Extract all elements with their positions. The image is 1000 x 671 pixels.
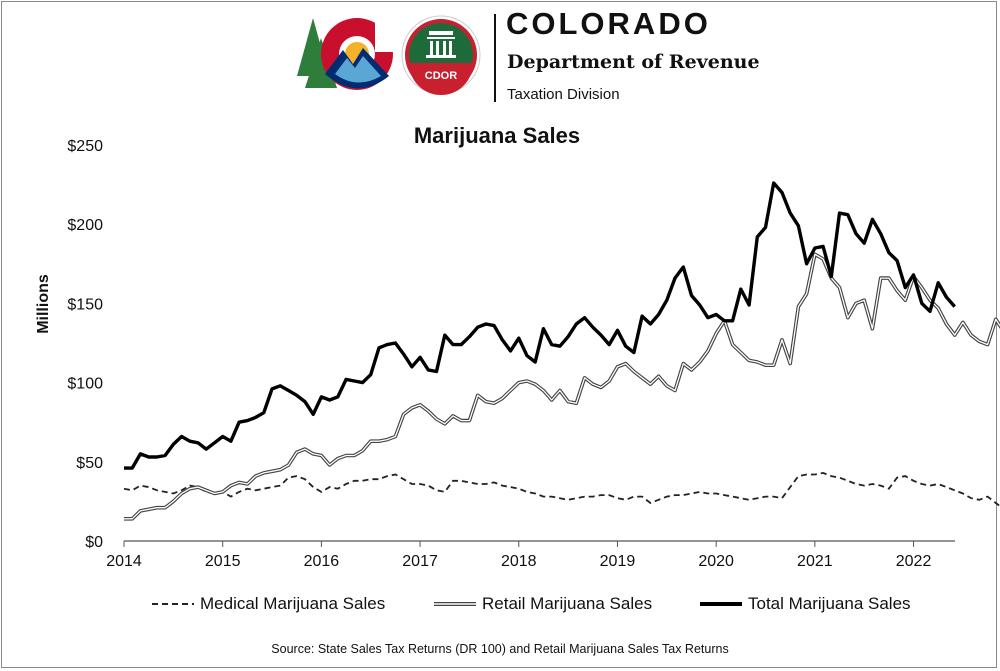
x-tick-label: 2018 [501, 553, 537, 570]
y-tick-label: $0 [85, 534, 103, 551]
y-tick-label: $150 [67, 296, 103, 313]
x-tick-label: 2015 [205, 553, 241, 570]
cdor-badge-text: CDOR [425, 70, 457, 82]
legend-item-total: Total Marijuana Sales [700, 594, 911, 614]
series-medical [123, 471, 1000, 508]
x-tick-label: 2014 [106, 553, 142, 570]
total-sales-line [124, 181, 956, 470]
y-axis-label: Millions [35, 274, 52, 334]
header-divider [494, 14, 496, 102]
series-retail [124, 252, 1000, 521]
medical-sales-line [123, 471, 1000, 508]
axes [123, 540, 955, 547]
cdor-capitol-icon: CDOR [401, 15, 481, 95]
legend-item-medical: Medical Marijuana Sales [152, 594, 385, 614]
retail-sales-line-inner [124, 253, 1000, 520]
brand-name: COLORADO [506, 6, 711, 41]
x-tick-label: 2016 [304, 553, 340, 570]
legend-label-retail: Retail Marijuana Sales [482, 594, 653, 613]
x-tick-label: 2019 [600, 553, 636, 570]
y-tick-label: $250 [67, 138, 103, 155]
source-note: Source: State Sales Tax Returns (DR 100)… [271, 642, 729, 656]
x-tick-label: 2021 [797, 553, 833, 570]
x-tick-label: 2017 [402, 553, 438, 570]
legend-swatch-total [700, 602, 742, 606]
legend-swatch-retail [434, 602, 476, 606]
y-tick-label: $200 [67, 217, 103, 234]
department-name: Department of Revenue [507, 51, 760, 73]
legend: Medical Marijuana Sales Retail Marijuana… [140, 594, 940, 618]
legend-swatch-medical [152, 603, 194, 605]
x-tick-label: 2020 [698, 553, 734, 570]
legend-label-total: Total Marijuana Sales [748, 594, 911, 613]
retail-sales-line-outer [124, 252, 1000, 521]
y-tick-label: $100 [67, 376, 103, 393]
legend-item-retail: Retail Marijuana Sales [434, 594, 652, 614]
series-total [124, 181, 956, 470]
x-tick-label: 2022 [896, 553, 932, 570]
series-lines [123, 181, 1000, 521]
chart-title: Marijuana Sales [414, 123, 580, 148]
division-name: Taxation Division [507, 86, 620, 103]
y-tick-label: $50 [76, 455, 103, 472]
colorado-c-logo-icon [297, 18, 395, 90]
legend-label-medical: Medical Marijuana Sales [200, 594, 386, 613]
tick-labels: 2014 2015 2016 2017 2018 2019 2020 2021 2022 $0 $5… [67, 138, 931, 570]
